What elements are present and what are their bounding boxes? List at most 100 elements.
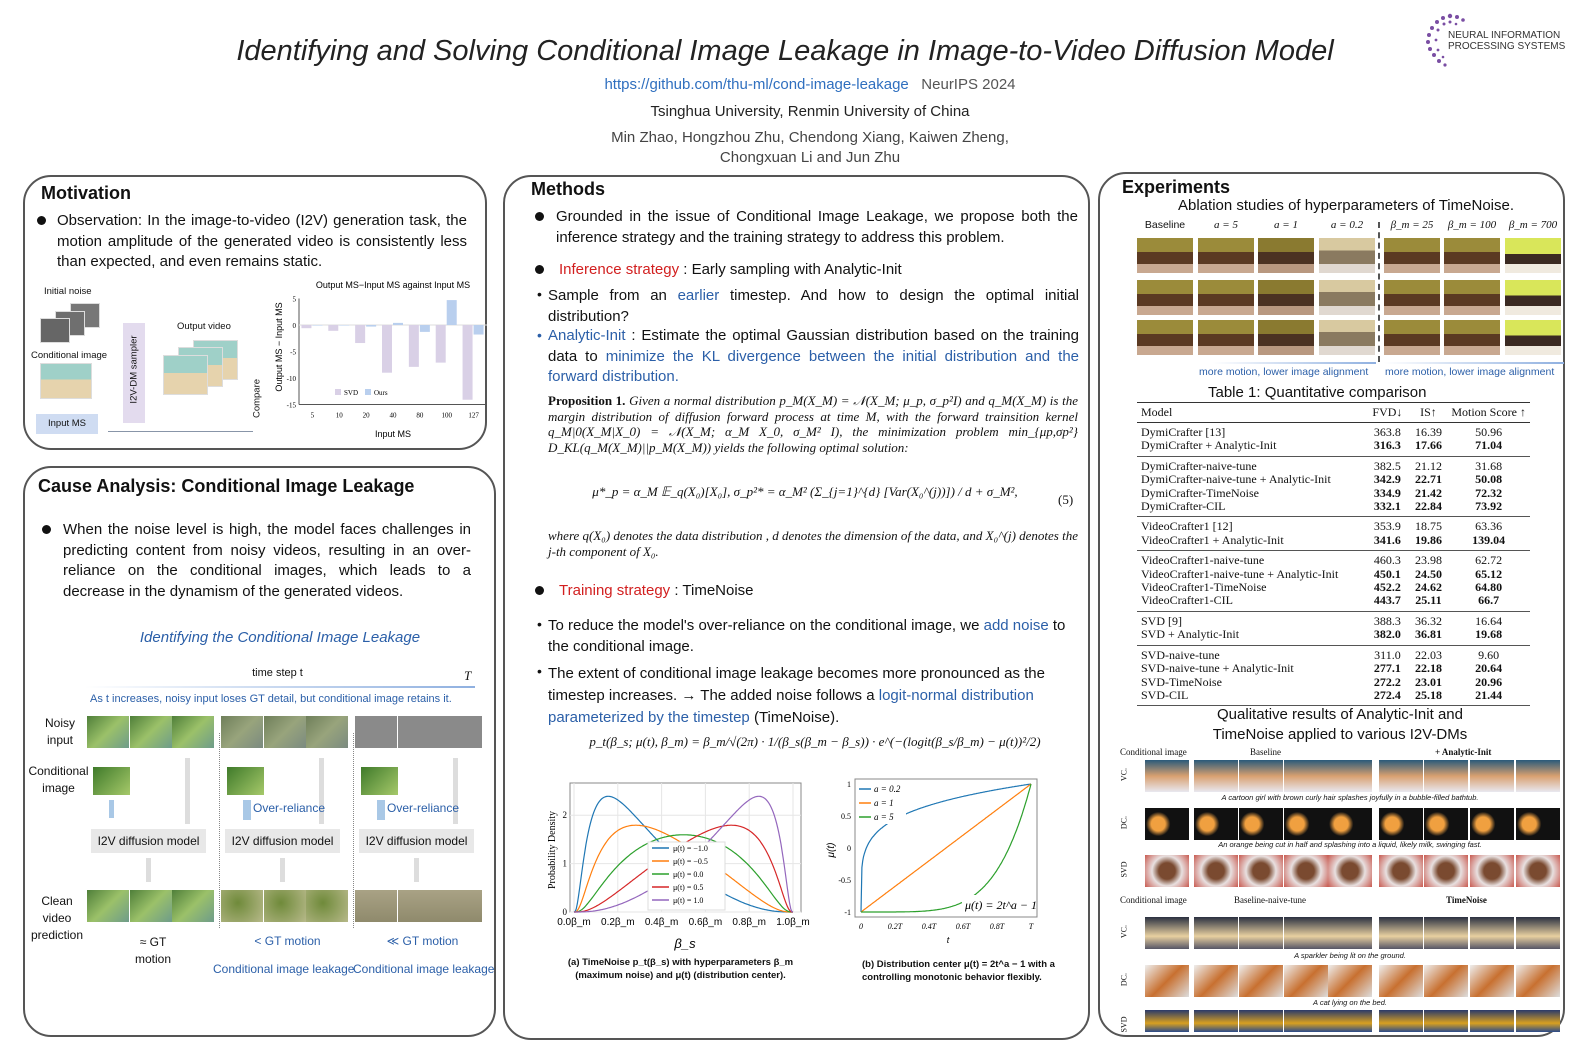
table-row: SVD-naive-tune 311.0 22.03 9.60 [1137, 645, 1530, 662]
fvd-cell: 332.1 [1373, 499, 1401, 514]
result-frame [1470, 1010, 1514, 1032]
y-tick-label: -15 [287, 402, 297, 410]
y-tick-label: 1 [563, 859, 568, 869]
result-frame [1328, 855, 1372, 887]
x-tick-label: 0.8T [990, 922, 1005, 931]
sub-bullet-icon: • [537, 286, 542, 302]
model-cell: DymiCrafter-TimeNoise [1141, 485, 1259, 500]
input-ms-box [36, 414, 98, 434]
model-cell: DymiCrafter-CIL [1141, 499, 1226, 514]
motion-score-cell: 31.68 [1475, 458, 1503, 473]
arrow-from-conditional-image [377, 800, 385, 820]
conditional-image [93, 767, 130, 795]
sub-bullet-icon: • [537, 327, 542, 343]
table-row: SVD + Analytic-Init 382.0 36.81 19.68 [1137, 627, 1530, 646]
is-cell: 23.01 [1414, 674, 1442, 689]
result-frame [1239, 965, 1283, 997]
motion-score-cell: 21.44 [1475, 687, 1503, 702]
prompt-caption: A cat lying on the bed. [1313, 998, 1387, 1007]
ablation-arrow [1213, 362, 1376, 364]
conditional-image [361, 767, 398, 795]
model-cell: SVD [9] [1141, 613, 1182, 628]
ablation-frame [1137, 320, 1193, 355]
noisy-input-frame [129, 716, 172, 748]
table-row: SVD-naive-tune + Analytic-Init 277.1 22.18… [1137, 661, 1530, 675]
model-cell: VideoCrafter1-naive-tune + Analytic-Init [1141, 566, 1339, 581]
x-tick-label: 0.2β_m [601, 917, 635, 928]
motion-score-cell: 62.72 [1475, 553, 1503, 568]
result-frame [1145, 760, 1189, 792]
motion-score-cell: 63.36 [1475, 519, 1503, 534]
ablation-column-label: a = 1 [1274, 219, 1298, 231]
column-header: IS↑ [1420, 405, 1437, 419]
fvd-cell: 452.2 [1373, 580, 1401, 595]
bar-ours [393, 322, 403, 325]
proposition-label: Proposition 1. [548, 393, 626, 408]
result-frame [1516, 808, 1560, 840]
output-video-label: Output video [177, 321, 231, 332]
time-step-label: time step t [252, 667, 303, 679]
github-link[interactable]: https://github.com/thu-ml/cond-image-lea… [604, 76, 909, 93]
ablation-frame [1505, 280, 1561, 315]
table-row: DymiCrafter [13] 363.8 16.39 50.96 [1137, 423, 1530, 440]
fvd-cell: 272.4 [1373, 687, 1401, 702]
model-cell: VideoCrafter1-TimeNoise [1141, 580, 1267, 595]
conditional-image-row-label: Conditional image [28, 764, 89, 795]
bar-ours [473, 325, 484, 335]
y-tick-label: -0.5 [838, 876, 851, 885]
prompt-caption: An orange being cut in half and splashin… [1218, 840, 1482, 849]
result-frame [1284, 917, 1328, 949]
caption-b-line-2: controlling monotonic behavior flexibly. [862, 972, 1042, 983]
clean-prediction-frame [221, 890, 263, 922]
methods-intro: Grounded in the issue of Conditional Ima… [556, 208, 1078, 246]
y-tick-label: 5 [293, 296, 297, 304]
output-arrow [414, 858, 419, 882]
fvd-cell: 443.7 [1373, 593, 1401, 608]
clean-prediction-frame [397, 890, 440, 922]
result-frame [1424, 855, 1468, 887]
model-cell: VideoCrafter1 [12] [1141, 519, 1233, 534]
outcome-2: < GT motion [254, 934, 321, 948]
add-noise-highlight: add noise [983, 617, 1049, 634]
result-frame [1145, 917, 1189, 949]
result-frame [1516, 917, 1560, 949]
bar-svd [408, 325, 419, 367]
training-heading: Training strategy : TimeNoise [559, 581, 1079, 602]
result-frame [1284, 760, 1328, 792]
mu-curve [861, 783, 1032, 913]
motion-score-cell: 19.68 [1475, 627, 1503, 642]
legend-label: a = 0.2 [874, 784, 901, 794]
motion-score-cell: 139.04 [1472, 532, 1506, 547]
ablation-frame [1444, 280, 1500, 315]
is-cell: 18.75 [1414, 519, 1442, 534]
legend-label: μ(t) = 1.0 [673, 896, 703, 905]
is-cell: 22.03 [1414, 647, 1442, 662]
table-row: VideoCrafter1 + Analytic-Init 341.6 19.86 1… [1137, 532, 1530, 551]
clean-prediction-frame [172, 890, 214, 922]
text: (TimeNoise). [749, 709, 840, 726]
x-tick-label: 0.8β_m [732, 917, 766, 928]
model-cell: DymiCrafter [13] [1141, 425, 1226, 439]
legend-label: μ(t) = 0.0 [673, 870, 703, 879]
ablation-frame [1384, 320, 1440, 355]
result-frame [1424, 965, 1468, 997]
bullet-icon [37, 216, 46, 225]
motivation-bullet: Observation: In the image-to-video (I2V)… [57, 212, 467, 270]
table-row: VideoCrafter1-TimeNoise 452.2 24.62 64.80 [1137, 580, 1530, 595]
x-axis-label: Input MS [375, 429, 411, 439]
result-frame [1470, 808, 1514, 840]
where-text: where q(X₀) denotes the data distributio… [548, 528, 1078, 559]
model-cell: SVD + Analytic-Init [1141, 627, 1240, 642]
table-row: VideoCrafter1-CIL 443.7 25.11 66.7 [1137, 593, 1530, 612]
mu-curve [860, 783, 1032, 913]
conditional-image [227, 767, 264, 795]
result-frame [1379, 917, 1423, 949]
fvd-cell: 353.9 [1373, 519, 1401, 534]
training-strategy-label: Training strategy [559, 582, 671, 599]
result-frame [1194, 855, 1238, 887]
result-frame [1284, 855, 1328, 887]
result-frame [1284, 1010, 1328, 1032]
ablation-frame [1137, 280, 1193, 315]
methods-title: Methods [531, 179, 605, 199]
row-label: SVD [1119, 861, 1129, 878]
